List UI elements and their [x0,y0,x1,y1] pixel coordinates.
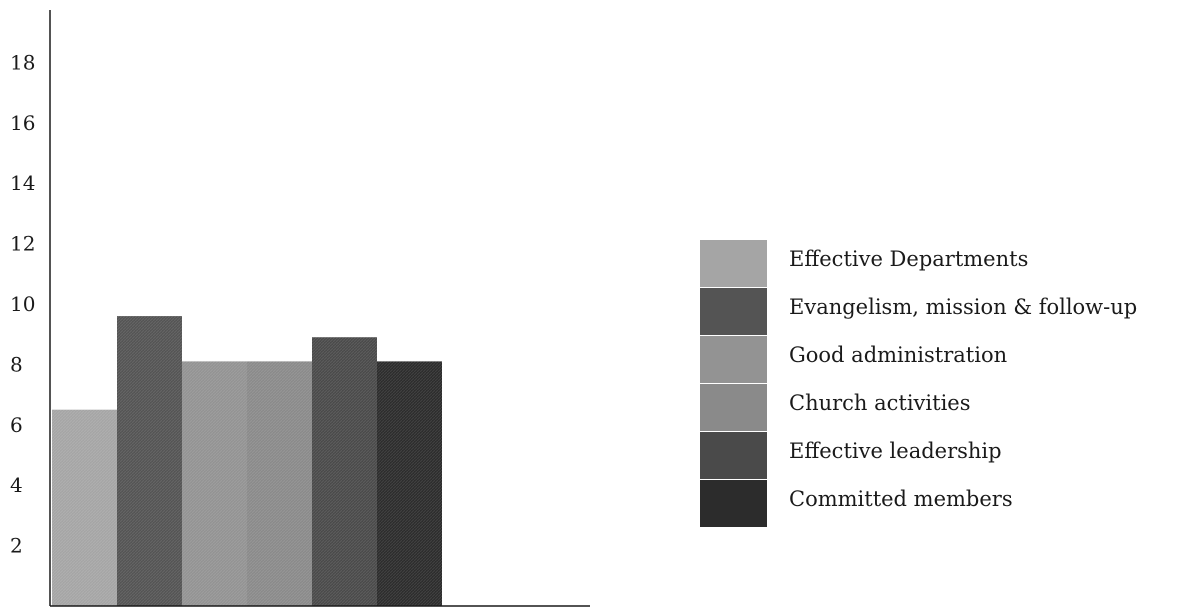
bars [52,316,442,606]
y-tick-label: 18 [10,50,35,74]
y-tick-label: 16 [10,111,35,135]
y-tick-label: 12 [10,232,35,256]
legend-swatch [700,432,767,479]
legend-swatch [700,480,767,527]
y-tick-label: 4 [10,473,23,497]
bar-texture [52,409,117,606]
legend-label: Good administration [789,343,1007,367]
bar-texture [312,337,377,606]
legend-swatch [700,240,767,287]
y-tick-label: 2 [10,534,23,558]
legend-swatch [700,336,767,383]
y-tick-label: 8 [10,352,23,376]
bar-texture [182,361,247,606]
bar-texture [247,361,312,606]
legend-label: Effective Departments [789,247,1028,271]
legend-label: Effective leadership [789,439,1002,463]
legend-label: Church activities [789,391,971,415]
legend: Effective Departments Evangelism, mission… [700,240,1137,527]
bar-texture [377,361,442,606]
legend-swatch [700,384,767,431]
legend-label: Evangelism, mission & follow-up [789,295,1137,319]
y-tick-label: 10 [10,292,35,316]
y-tick-label: 6 [10,413,23,437]
y-axis-tick-labels: 2 4 6 8 10 12 14 16 18 [10,50,35,557]
bar-texture [117,316,182,606]
y-tick-label: 14 [10,171,35,195]
legend-swatch [700,288,767,335]
legend-label: Committed members [789,487,1013,511]
